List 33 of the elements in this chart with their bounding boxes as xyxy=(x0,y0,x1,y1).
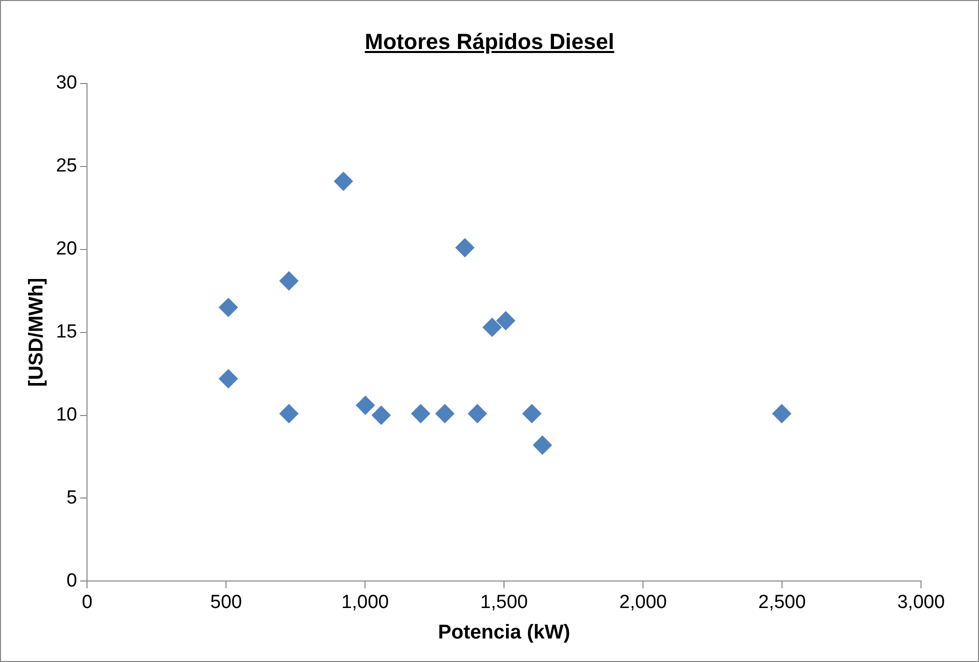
x-axis-title: Potencia (kW) xyxy=(438,622,570,644)
point xyxy=(218,298,238,317)
y-tick-label: 30 xyxy=(56,72,78,94)
point xyxy=(455,238,474,258)
y-tick-label: 15 xyxy=(56,322,78,343)
x-tick-label: 3,000 xyxy=(897,592,945,613)
point xyxy=(279,404,298,424)
x-tick-label: 1,500 xyxy=(480,592,528,613)
y-tick-label: 5 xyxy=(66,487,78,508)
x-tick-label: 2,500 xyxy=(758,592,806,613)
point xyxy=(482,318,502,337)
point xyxy=(496,311,516,330)
point xyxy=(372,406,391,425)
point xyxy=(772,404,792,424)
x-tick-label: 500 xyxy=(210,592,242,613)
point xyxy=(279,271,298,290)
y-tick-label: 20 xyxy=(56,238,78,260)
point xyxy=(411,404,430,424)
point xyxy=(356,396,375,415)
x-tick-label: 2,000 xyxy=(619,592,667,613)
point xyxy=(532,436,552,455)
x-tick-label: 1,000 xyxy=(341,592,389,613)
point xyxy=(334,172,353,191)
y-tick-label: 0 xyxy=(66,570,78,592)
x-tick-label: 0 xyxy=(82,592,92,613)
point xyxy=(435,404,454,424)
point xyxy=(218,369,238,388)
y-tick-label: 10 xyxy=(56,404,78,426)
point xyxy=(522,404,542,424)
chart-title: Motores Rápidos Diesel xyxy=(364,28,616,56)
point xyxy=(468,404,487,424)
y-tick-label: 25 xyxy=(56,156,78,177)
y-axis-title: [USD/MWh] xyxy=(26,278,48,387)
